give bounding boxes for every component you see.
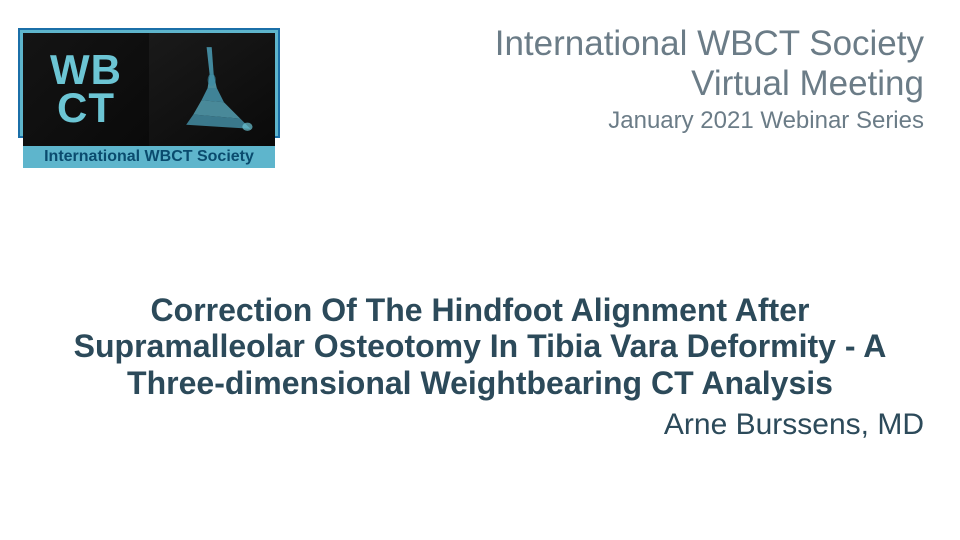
header-org-name: International WBCT Society [495, 24, 924, 64]
logo-caption: International WBCT Society [23, 146, 275, 168]
logo-text-ct: CT [57, 88, 115, 128]
header-series-date: January 2021 Webinar Series [495, 105, 924, 136]
presentation-title: Correction Of The Hindfoot Alignment Aft… [36, 292, 924, 402]
presenter-name: Arne Burssens, MD [36, 408, 924, 442]
foot-xray-icon [155, 39, 268, 141]
logo-text-block: WB CT [23, 33, 149, 146]
slide-content: Correction Of The Hindfoot Alignment Aft… [0, 292, 960, 442]
header-meeting-name: Virtual Meeting [495, 64, 924, 104]
logo-xray-image [149, 33, 275, 146]
society-logo: WB CT International WBCT Society [18, 28, 280, 138]
logo-text-wb: WB [50, 52, 122, 88]
logo-inner: WB CT [23, 33, 275, 146]
slide-header: International WBCT Society Virtual Meeti… [495, 24, 924, 136]
